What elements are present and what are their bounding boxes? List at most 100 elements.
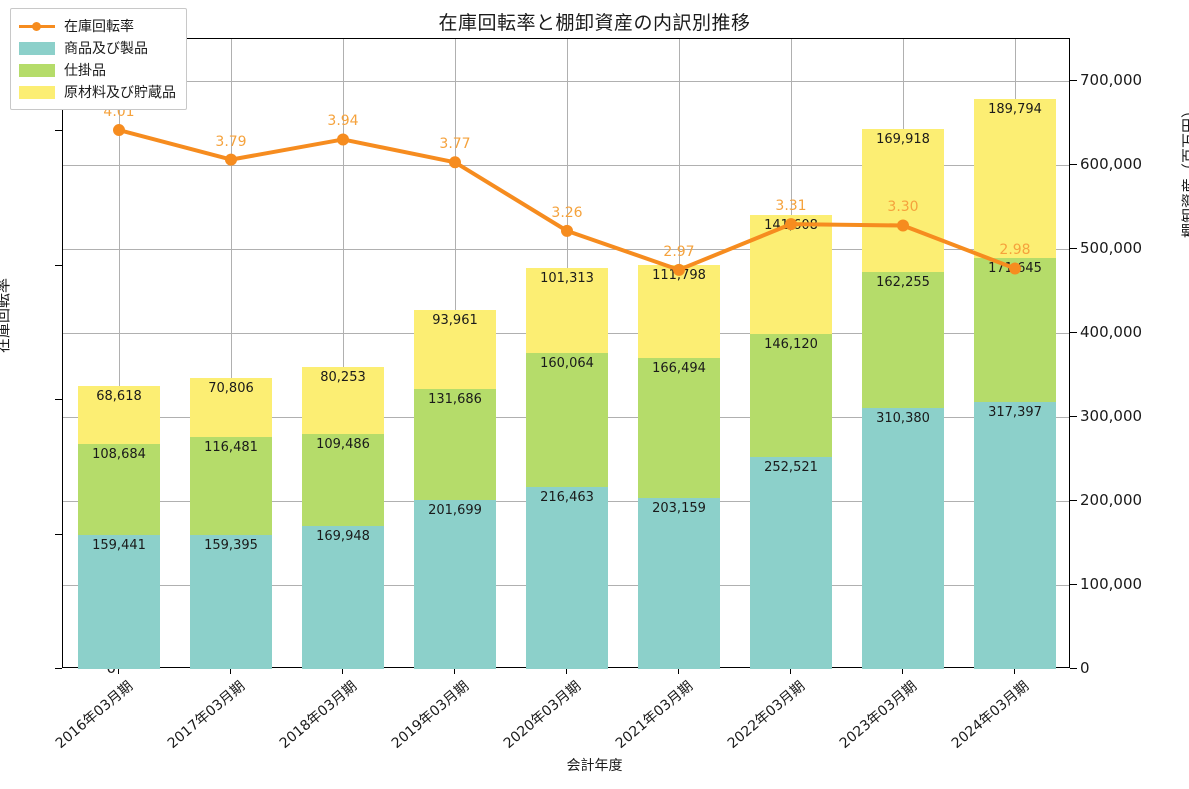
bar-value-label: 131,686 <box>428 391 482 407</box>
y-axis-left-label: 在庫回転率 <box>0 277 12 353</box>
bar-segment[interactable] <box>973 402 1057 669</box>
bar-value-label: 310,380 <box>876 411 930 427</box>
line-value-label: 3.79 <box>215 133 247 150</box>
y-axis-right-tick-mark <box>1070 80 1077 81</box>
bar-segment[interactable] <box>77 443 161 536</box>
bar-value-label: 162,255 <box>876 274 930 290</box>
y-axis-right-tick-mark <box>1070 332 1077 333</box>
bar-value-label: 169,918 <box>876 132 930 148</box>
y-axis-right-tick-label: 400,000 <box>1080 323 1143 341</box>
chart-legend[interactable]: 在庫回転率商品及び製品 仕掛品原材料及び貯蔵品 <box>10 8 187 110</box>
bar-value-label: 68,618 <box>96 389 142 405</box>
y-axis-right-tick-label: 500,000 <box>1080 239 1143 257</box>
gridline-horizontal <box>63 81 1069 82</box>
bar-value-label: 216,463 <box>540 490 594 506</box>
bar-value-label: 116,481 <box>204 440 258 456</box>
y-axis-right-label: 棚卸資産（百万円） <box>1180 102 1189 238</box>
legend-item[interactable]: 仕掛品 <box>19 59 176 81</box>
y-axis-right-tick-mark <box>1070 164 1077 165</box>
bar-segment[interactable] <box>413 499 497 669</box>
y-axis-left-tick-mark <box>55 264 62 266</box>
bar-value-label: 160,064 <box>540 355 594 371</box>
bar-segment[interactable] <box>973 98 1057 259</box>
bar-segment[interactable] <box>973 258 1057 403</box>
bar-segment[interactable] <box>749 456 833 669</box>
bar-value-label: 80,253 <box>320 369 366 385</box>
bar-value-label: 201,699 <box>428 502 482 518</box>
bar-value-label: 203,159 <box>652 501 706 517</box>
gridline-vertical <box>343 39 344 667</box>
bar-segment[interactable] <box>861 271 945 409</box>
gridline-vertical <box>119 39 120 667</box>
bar-value-label: 141,608 <box>764 218 818 234</box>
bar-segment[interactable] <box>525 267 609 353</box>
x-axis-tick-label: 2022年03月期 <box>724 678 809 752</box>
bar-segment[interactable] <box>861 408 945 669</box>
legend-line-swatch-icon <box>19 20 55 33</box>
x-axis-tick-mark <box>118 668 119 674</box>
y-axis-right-tick-label: 600,000 <box>1080 155 1143 173</box>
x-axis-tick-label: 2021年03月期 <box>612 678 697 752</box>
bar-segment[interactable] <box>189 535 273 669</box>
legend-item[interactable]: 商品及び製品 <box>19 37 176 59</box>
x-axis-tick-mark <box>902 668 903 674</box>
bar-segment[interactable] <box>637 358 721 499</box>
bar-segment[interactable] <box>301 526 385 669</box>
y-axis-right-tick-mark <box>1070 416 1077 417</box>
x-axis-tick-mark <box>566 668 567 674</box>
bar-segment[interactable] <box>525 487 609 669</box>
legend-color-swatch-icon <box>19 85 55 99</box>
y-axis-right-tick-label: 0 <box>1080 659 1090 677</box>
bar-segment[interactable] <box>749 334 833 457</box>
bar-value-label: 317,397 <box>988 405 1042 421</box>
bar-segment[interactable] <box>301 434 385 527</box>
bar-value-label: 159,395 <box>204 538 258 554</box>
legend-item[interactable]: 在庫回転率 <box>19 15 176 37</box>
bar-value-label: 189,794 <box>988 101 1042 117</box>
x-axis-label: 会計年度 <box>566 758 623 774</box>
bar-segment[interactable] <box>77 535 161 669</box>
y-axis-left-tick-mark <box>55 668 62 669</box>
bar-segment[interactable] <box>413 310 497 389</box>
x-axis-tick-label: 2019年03月期 <box>388 678 473 752</box>
line-value-label: 2.98 <box>999 242 1031 259</box>
bar-segment[interactable] <box>637 264 721 359</box>
bar-segment[interactable] <box>637 498 721 669</box>
legend-color-swatch-icon <box>19 63 55 77</box>
bar-value-label: 109,486 <box>316 437 370 453</box>
x-axis-tick-mark <box>678 668 679 674</box>
legend-item-label: 原材料及び貯蔵品 <box>64 85 176 101</box>
x-axis-tick-label: 2020年03月期 <box>500 678 585 752</box>
bar-segment[interactable] <box>77 386 161 444</box>
bar-segment[interactable] <box>413 388 497 500</box>
line-value-label: 3.94 <box>327 113 359 130</box>
bar-value-label: 252,521 <box>764 459 818 475</box>
line-value-label: 3.77 <box>439 136 471 153</box>
bar-value-label: 70,806 <box>208 380 254 396</box>
x-axis-tick-mark <box>230 668 231 674</box>
y-axis-right-tick-label: 200,000 <box>1080 491 1143 509</box>
x-axis-tick-mark <box>342 668 343 674</box>
bar-segment[interactable] <box>525 352 609 488</box>
x-axis-tick-label: 2016年03月期 <box>52 678 137 752</box>
gridline-vertical <box>231 39 232 667</box>
y-axis-left-tick-mark <box>55 130 62 132</box>
legend-color-swatch-icon <box>19 41 55 55</box>
legend-item[interactable]: 原材料及び貯蔵品 <box>19 81 176 103</box>
x-axis-tick-label: 2023年03月期 <box>836 678 921 752</box>
y-axis-right-tick-label: 300,000 <box>1080 407 1143 425</box>
legend-item-label: 商品及び製品 <box>64 41 148 57</box>
x-axis-tick-mark <box>790 668 791 674</box>
legend-item-label: 在庫回転率 <box>64 19 134 35</box>
bar-value-label: 111,798 <box>652 267 706 283</box>
legend-item-label: 仕掛品 <box>64 63 106 79</box>
bar-segment[interactable] <box>301 366 385 435</box>
bar-value-label: 146,120 <box>764 337 818 353</box>
bar-segment[interactable] <box>189 377 273 438</box>
y-axis-right-tick-label: 700,000 <box>1080 71 1143 89</box>
bar-value-label: 159,441 <box>92 538 146 554</box>
y-axis-right-tick-label: 100,000 <box>1080 575 1143 593</box>
line-value-label: 3.31 <box>775 198 807 215</box>
bar-segment[interactable] <box>189 437 273 536</box>
x-axis-tick-label: 2018年03月期 <box>276 678 361 752</box>
